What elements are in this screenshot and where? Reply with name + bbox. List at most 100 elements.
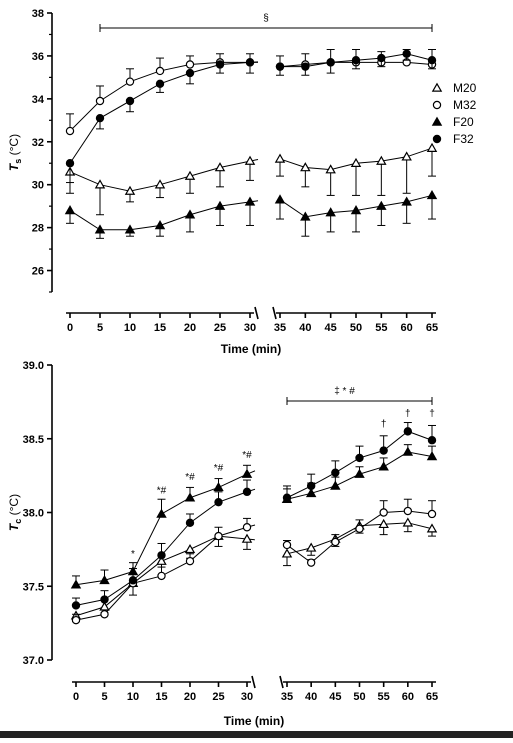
data-point-m20	[241, 533, 253, 543]
y-tick-label: 26	[32, 266, 44, 278]
data-point-m32	[403, 506, 413, 516]
legend-label: F20	[453, 115, 474, 129]
data-point-m32	[95, 96, 105, 106]
significance-marker: †	[405, 409, 411, 420]
y-axis-title-unit: (°C)	[7, 494, 21, 519]
data-point-m20	[426, 523, 438, 533]
data-point-m32	[185, 60, 195, 69]
data-point-m32	[157, 571, 166, 581]
data-point-f32	[95, 113, 105, 123]
data-point-f20	[124, 224, 136, 234]
data-point-f32	[402, 49, 411, 58]
data-point-f32	[275, 62, 285, 71]
data-point-m20	[274, 153, 286, 163]
panel-top: 26 28 30 32 34 36 38 Ts (°C) 0 5 10 15 20 25 30 35 40 45 5…	[7, 8, 438, 356]
data-point-f32	[403, 427, 413, 436]
x-tick-label: 30	[241, 691, 253, 703]
series-f20	[64, 190, 438, 239]
x-tick-label: 30	[244, 322, 256, 334]
data-point-f32	[157, 551, 166, 560]
data-point-f32	[427, 436, 437, 445]
series-m20	[70, 517, 438, 623]
data-point-m20	[378, 518, 389, 529]
data-point-f20	[184, 492, 196, 502]
data-point-f32	[351, 56, 361, 65]
data-point-f32	[125, 96, 135, 106]
legend-label: F32	[453, 132, 474, 146]
x-tick-label: 55	[375, 322, 387, 334]
significance-marker: *#	[157, 485, 167, 496]
data-point-f32	[245, 58, 255, 67]
data-point-f32	[215, 60, 225, 69]
x-tick-label: 35	[281, 691, 293, 703]
data-point-m32	[282, 540, 292, 550]
y-axis-title-main: T	[7, 162, 21, 171]
significance-label: ‡ * #	[334, 386, 355, 397]
x-tick-label: 0	[67, 322, 73, 334]
x-tick-label: 20	[184, 322, 196, 334]
series-line	[69, 61, 251, 164]
x-tick-label: 5	[97, 322, 103, 334]
x-tick-label: 35	[274, 322, 286, 334]
y-tick-label: 39.0	[23, 360, 44, 372]
data-point-m20	[184, 543, 196, 554]
x-tick-label: 65	[426, 322, 438, 334]
x-tick-label: 10	[124, 322, 136, 334]
data-point-f32	[379, 446, 388, 455]
data-point-m20	[426, 142, 438, 152]
y-tick-label: 36	[32, 51, 44, 63]
data-point-f32	[242, 487, 252, 497]
x-axis-break	[254, 306, 259, 320]
data-point-m32	[242, 523, 252, 532]
x-tick-label: 25	[212, 691, 224, 703]
significance-marker: *	[131, 549, 135, 560]
data-point-m32	[331, 537, 340, 547]
data-point-m32	[427, 509, 437, 519]
data-point-m20	[305, 542, 317, 552]
y-tick-label: 37.5	[23, 581, 44, 593]
data-point-f32	[71, 601, 81, 610]
x-tick-label: 50	[350, 322, 362, 334]
data-point-f32	[185, 518, 195, 528]
data-point-f32	[427, 56, 437, 65]
data-point-m20	[124, 185, 136, 195]
data-point-m32	[125, 77, 135, 86]
data-point-f32	[306, 481, 316, 491]
x-tick-label: 15	[155, 691, 167, 703]
x-tick-label: 45	[329, 691, 341, 703]
y-axis-title: Tc (°C)	[7, 494, 23, 531]
data-point-f20	[274, 194, 286, 204]
data-point-f32	[282, 493, 292, 502]
y-tick-label: 38.0	[23, 508, 44, 520]
data-point-m20	[401, 151, 412, 161]
y-axis-title: Ts (°C)	[7, 134, 23, 171]
significance-label: §	[263, 13, 269, 24]
legend-label: M32	[453, 98, 477, 112]
bottom-bar	[0, 731, 513, 738]
data-point-f32	[214, 497, 223, 507]
data-point-m32	[71, 615, 81, 625]
data-point-f32	[128, 576, 138, 585]
significance-marker: *#	[214, 463, 224, 474]
data-point-f32	[185, 68, 195, 78]
data-point-m32	[185, 556, 195, 566]
x-axis-title: Time (min)	[224, 714, 284, 728]
legend-label: M20	[453, 81, 477, 95]
x-axis-title: Time (min)	[221, 342, 281, 356]
series-f32	[71, 422, 437, 610]
data-point-f20	[154, 220, 166, 230]
data-point-f20	[378, 461, 389, 471]
data-point-f20	[244, 196, 256, 206]
x-tick-label: 45	[325, 322, 337, 334]
data-point-m32	[214, 531, 223, 541]
significance-marker: *#	[185, 472, 195, 483]
data-point-m32	[100, 610, 109, 619]
x-tick-label: 50	[353, 691, 365, 703]
legend-marker-m20	[431, 82, 443, 92]
data-point-f20	[376, 200, 387, 210]
x-axis-break	[272, 306, 277, 320]
x-tick-label: 60	[401, 322, 413, 334]
data-point-f20	[354, 468, 365, 478]
data-point-m32	[355, 524, 364, 533]
